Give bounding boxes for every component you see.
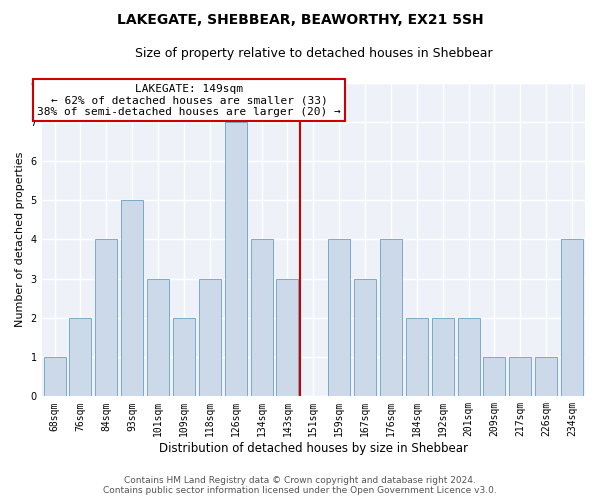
Bar — [225, 122, 247, 396]
Bar — [484, 357, 505, 397]
Bar — [354, 278, 376, 396]
Bar — [70, 318, 91, 396]
Text: LAKEGATE, SHEBBEAR, BEAWORTHY, EX21 5SH: LAKEGATE, SHEBBEAR, BEAWORTHY, EX21 5SH — [116, 12, 484, 26]
Text: Contains HM Land Registry data © Crown copyright and database right 2024.
Contai: Contains HM Land Registry data © Crown c… — [103, 476, 497, 495]
Bar — [406, 318, 428, 396]
Bar — [173, 318, 195, 396]
Bar — [328, 240, 350, 396]
Bar — [458, 318, 479, 396]
Bar — [380, 240, 402, 396]
Bar — [95, 240, 118, 396]
Bar — [535, 357, 557, 397]
Text: LAKEGATE: 149sqm
← 62% of detached houses are smaller (33)
38% of semi-detached : LAKEGATE: 149sqm ← 62% of detached house… — [37, 84, 341, 117]
Bar — [432, 318, 454, 396]
Y-axis label: Number of detached properties: Number of detached properties — [15, 152, 25, 327]
Bar — [199, 278, 221, 396]
Title: Size of property relative to detached houses in Shebbear: Size of property relative to detached ho… — [134, 48, 492, 60]
Bar — [147, 278, 169, 396]
Bar — [121, 200, 143, 396]
Bar — [44, 357, 65, 397]
Bar — [561, 240, 583, 396]
Bar — [509, 357, 532, 397]
Bar — [251, 240, 272, 396]
X-axis label: Distribution of detached houses by size in Shebbear: Distribution of detached houses by size … — [159, 442, 468, 455]
Bar — [277, 278, 298, 396]
